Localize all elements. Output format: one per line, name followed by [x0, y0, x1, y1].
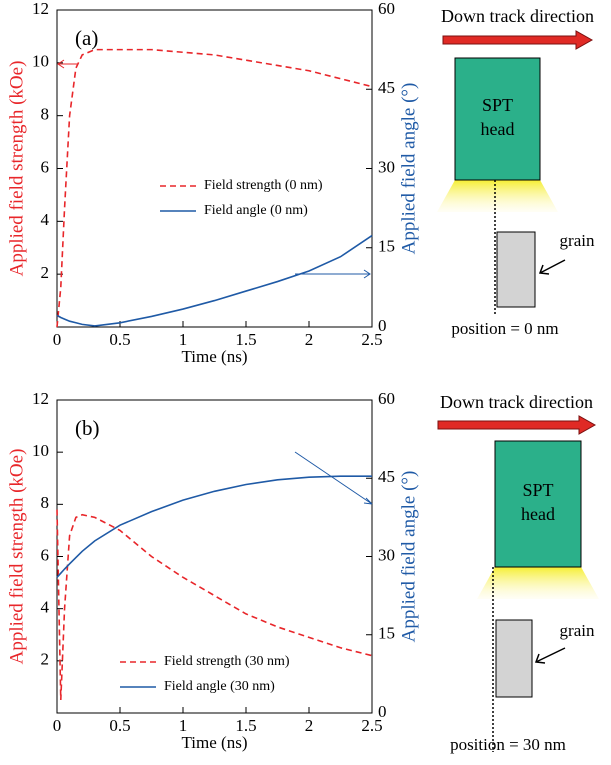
y-tick-label: 6	[41, 157, 50, 176]
data-line	[56, 234, 373, 327]
x-tick-label: 1.5	[235, 716, 256, 735]
x-tick-label: 2	[305, 330, 314, 349]
x-tick-label: 1.5	[235, 330, 256, 349]
direction-arrow	[442, 30, 594, 50]
head-glow	[437, 180, 558, 212]
position-label: position = 30 nm	[450, 735, 566, 754]
annotation-arrow	[294, 451, 373, 505]
annotation-arrow	[57, 59, 78, 69]
y2-tick-label: 45	[378, 78, 395, 97]
y2-axis-label: Applied field angle (°)	[398, 471, 419, 643]
y-tick-label: 12	[32, 389, 49, 408]
y2-tick-label: 60	[378, 389, 395, 408]
direction-label: Down track direction	[440, 392, 593, 412]
panel-label: (a)	[75, 26, 98, 50]
y2-tick-label: 30	[378, 545, 395, 564]
y2-tick-label: 45	[378, 467, 395, 486]
legend-label: Field strength (30 nm)	[164, 654, 290, 669]
head-label: SPT	[482, 95, 513, 115]
legend-label: Field strength (0 nm)	[204, 178, 323, 193]
y2-tick-label: 15	[378, 624, 395, 643]
direction-label: Down track direction	[441, 6, 594, 26]
y2-tick-label: 15	[378, 237, 395, 256]
y-tick-label: 8	[41, 105, 50, 124]
legend-label: Field angle (0 nm)	[204, 203, 308, 218]
data-line	[56, 509, 373, 700]
x-tick-label: 0	[53, 716, 62, 735]
y-tick-label: 2	[41, 650, 50, 669]
y2-axis-label: Applied field angle (°)	[398, 83, 419, 255]
data-line	[56, 475, 372, 578]
annotation-arrow	[295, 269, 371, 279]
y-tick-label: 6	[41, 545, 50, 564]
x-tick-label: 1	[179, 716, 188, 735]
x-tick-label: 1	[179, 330, 188, 349]
grain-box	[495, 619, 533, 698]
x-tick-label: 2.5	[361, 330, 382, 349]
grain-label: grain	[560, 231, 595, 250]
y-tick-label: 4	[41, 598, 50, 617]
y-tick-label: 2	[41, 263, 50, 282]
x-axis-label: Time (ns)	[182, 733, 248, 752]
grain-label: grain	[560, 621, 595, 640]
x-tick-label: 0.5	[109, 330, 130, 349]
grain-box	[496, 231, 536, 308]
spt-head	[454, 57, 541, 181]
head-label: head	[481, 119, 515, 139]
legend-label: Field angle (30 nm)	[164, 679, 275, 694]
x-tick-label: 0.5	[109, 716, 130, 735]
y2-tick-label: 0	[378, 316, 387, 335]
y-axis-label: Applied field strength (kOe)	[6, 61, 27, 277]
y-tick-label: 4	[41, 210, 50, 229]
head-label: SPT	[522, 480, 553, 500]
x-tick-label: 2	[305, 716, 314, 735]
y2-tick-label: 0	[378, 702, 387, 721]
y-tick-label: 10	[32, 441, 49, 460]
y2-tick-label: 30	[378, 157, 395, 176]
spt-head	[494, 440, 582, 568]
x-tick-label: 0	[53, 330, 62, 349]
panel-label: (b)	[75, 416, 100, 440]
plot-frame	[56, 9, 373, 328]
grain-arrow	[538, 259, 566, 275]
data-line	[56, 48, 373, 328]
grain-arrow	[534, 647, 566, 664]
x-axis-label: Time (ns)	[182, 347, 248, 366]
x-tick-label: 2.5	[361, 716, 382, 735]
y-tick-label: 12	[32, 0, 49, 18]
direction-arrow	[437, 415, 597, 435]
head-glow	[477, 567, 599, 599]
position-label: position = 0 nm	[451, 319, 558, 338]
y-tick-label: 8	[41, 493, 50, 512]
head-label: head	[521, 504, 555, 524]
y-tick-label: 10	[32, 52, 49, 71]
y2-tick-label: 60	[378, 0, 395, 18]
y-axis-label: Applied field strength (kOe)	[6, 449, 27, 665]
